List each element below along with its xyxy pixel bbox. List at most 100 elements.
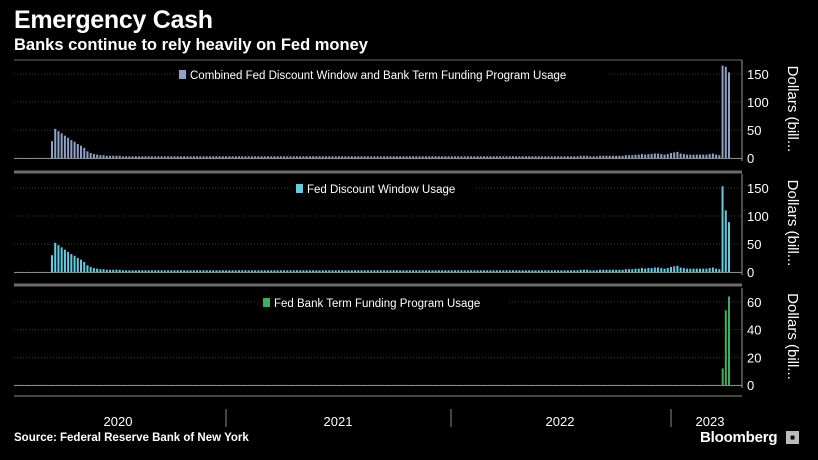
bar	[408, 270, 411, 272]
bar	[486, 270, 489, 272]
y-tick-label: 50	[747, 123, 761, 138]
bar	[218, 156, 221, 158]
source-note: Source: Federal Reserve Bank of New York	[14, 432, 249, 444]
bar	[582, 269, 585, 272]
bar	[134, 270, 137, 272]
bar	[189, 156, 192, 158]
bar	[424, 270, 427, 272]
bar	[682, 268, 685, 272]
bar	[721, 368, 724, 385]
bar	[669, 266, 672, 272]
legend-swatch	[179, 70, 186, 79]
bar	[547, 156, 550, 158]
bar	[428, 156, 431, 158]
bar	[228, 156, 231, 158]
bar	[331, 156, 334, 158]
bar	[724, 310, 727, 385]
bar	[392, 270, 395, 272]
bar	[115, 155, 118, 158]
bar	[286, 270, 289, 272]
bar	[376, 156, 379, 158]
bar	[405, 156, 408, 158]
bar	[486, 156, 489, 158]
bar	[698, 268, 701, 272]
bar	[463, 270, 466, 272]
bar	[489, 270, 492, 272]
bar	[208, 270, 211, 272]
bar	[105, 155, 108, 158]
bar	[283, 270, 286, 272]
bar	[482, 270, 485, 272]
bar	[657, 153, 660, 158]
bar	[689, 268, 692, 272]
bar	[337, 270, 340, 272]
bar	[192, 270, 195, 272]
bar	[682, 154, 685, 158]
bar	[395, 270, 398, 272]
bar	[444, 270, 447, 272]
bar	[189, 270, 192, 272]
bar	[373, 270, 376, 272]
bar	[508, 270, 511, 272]
bar	[115, 269, 118, 272]
bar	[347, 270, 350, 272]
bar	[708, 154, 711, 158]
bar	[154, 156, 157, 158]
bar	[289, 156, 292, 158]
bar	[60, 133, 63, 158]
bar	[518, 156, 521, 158]
bar	[67, 137, 70, 158]
bar	[83, 147, 86, 158]
bar	[702, 268, 705, 272]
bar	[653, 153, 656, 158]
bar	[650, 154, 653, 158]
y-tick-label: 50	[747, 237, 761, 252]
bloomberg-terminal-icon: ■	[786, 431, 799, 444]
bar	[550, 156, 553, 158]
bar	[528, 270, 531, 272]
bar	[570, 270, 573, 272]
bar	[121, 270, 124, 272]
bar	[479, 270, 482, 272]
bar	[247, 270, 250, 272]
bar	[437, 270, 440, 272]
bar	[318, 270, 321, 272]
bar	[386, 156, 389, 158]
bar	[476, 156, 479, 158]
bar	[434, 270, 437, 272]
bar	[512, 156, 515, 158]
bar	[344, 156, 347, 158]
bar	[334, 156, 337, 158]
bar	[308, 156, 311, 158]
bar	[482, 156, 485, 158]
bar	[112, 269, 115, 272]
bar	[586, 269, 589, 272]
bar	[592, 270, 595, 272]
bar	[257, 270, 260, 272]
y-axis-label: Dollars (bill...	[784, 66, 801, 153]
bar	[666, 268, 669, 272]
bar	[515, 156, 518, 158]
bar	[647, 154, 650, 158]
bar	[138, 156, 141, 158]
bar	[405, 270, 408, 272]
bar	[125, 156, 128, 158]
bar	[705, 268, 708, 272]
y-tick-label: 60	[747, 295, 761, 310]
bar	[302, 156, 305, 158]
x-tick-label: 2023	[696, 414, 725, 429]
bar	[237, 156, 240, 158]
bar	[363, 270, 366, 272]
bar	[447, 156, 450, 158]
bar	[76, 258, 79, 272]
bar	[679, 267, 682, 272]
bar	[566, 156, 569, 158]
legend-label: Fed Bank Term Funding Program Usage	[274, 298, 480, 310]
bar	[208, 156, 211, 158]
bar	[296, 156, 299, 158]
bar	[669, 152, 672, 158]
bar	[147, 270, 150, 272]
bar	[621, 155, 624, 158]
bar	[457, 156, 460, 158]
bar	[89, 266, 92, 272]
